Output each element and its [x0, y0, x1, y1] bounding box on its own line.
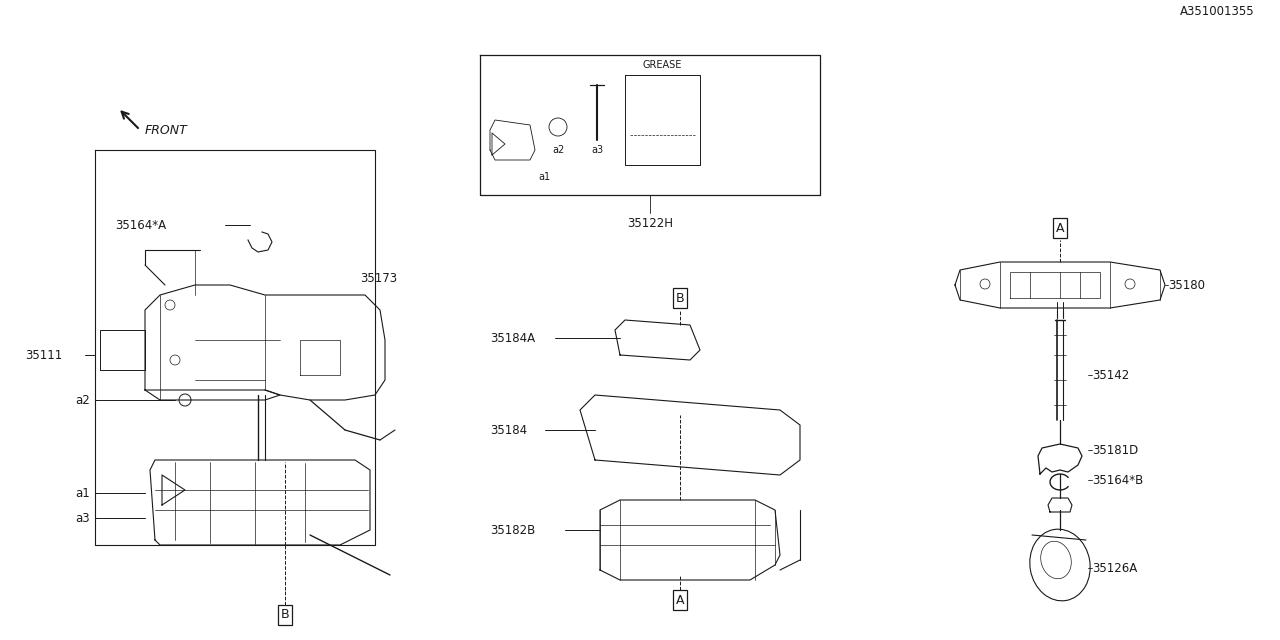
Text: GREASE: GREASE	[643, 60, 682, 70]
Text: A: A	[676, 593, 685, 607]
Text: a3: a3	[591, 145, 603, 155]
Text: A: A	[1056, 221, 1064, 234]
Text: 35180: 35180	[1169, 278, 1204, 291]
Text: 35181D: 35181D	[1092, 444, 1138, 456]
Text: a2: a2	[552, 145, 564, 155]
Text: a1: a1	[538, 172, 550, 182]
Text: FRONT: FRONT	[145, 124, 188, 136]
Text: 35184: 35184	[490, 424, 527, 436]
Text: 35122H: 35122H	[627, 216, 673, 230]
Text: a1: a1	[76, 486, 90, 499]
Text: 35142: 35142	[1092, 369, 1129, 381]
Text: a2: a2	[76, 394, 90, 406]
Text: 35173: 35173	[360, 271, 397, 285]
Text: A351001355: A351001355	[1180, 5, 1254, 18]
Text: B: B	[280, 609, 289, 621]
Text: 35126A: 35126A	[1092, 561, 1137, 575]
Text: 35164*B: 35164*B	[1092, 474, 1143, 486]
Text: 35111: 35111	[26, 349, 63, 362]
Text: a3: a3	[76, 511, 90, 525]
Text: 35182B: 35182B	[490, 524, 535, 536]
Text: B: B	[676, 291, 685, 305]
Text: 35184A: 35184A	[490, 332, 535, 344]
Text: 35164*A: 35164*A	[115, 218, 166, 232]
